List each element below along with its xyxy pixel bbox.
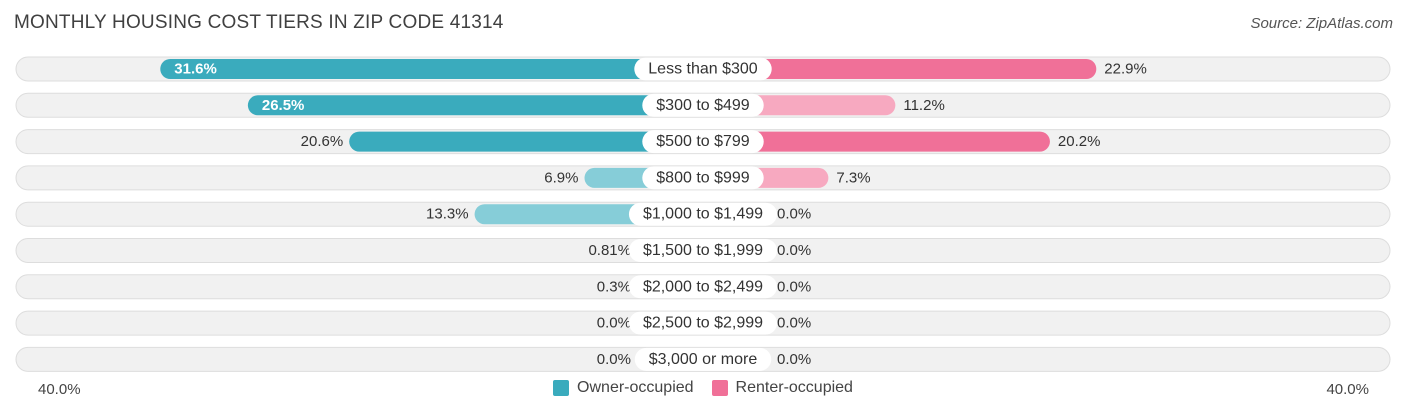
category-pill [634,347,772,371]
renter-value-label: 0.0% [777,242,811,259]
category-pill [634,57,772,81]
category-pill [642,130,764,154]
legend-renter-label: Renter-occupied [735,379,853,396]
renter-value-label: 11.2% [903,97,944,114]
category-pill [628,202,778,226]
renter-value-label: 0.0% [777,315,811,332]
axis-right-label: 40.0% [1326,381,1369,398]
category-label: $800 to $999 [656,169,750,186]
owner-bar [247,95,704,116]
owner-value-label: 0.81% [588,242,631,259]
legend: Owner-occupied Renter-occupied [0,379,1406,397]
renter-value-label: 0.0% [777,351,811,368]
renter-value-label: 0.0% [777,278,811,295]
renter-value-label: 22.9% [1104,61,1147,78]
category-pill [642,93,764,117]
legend-item-owner[interactable]: Owner-occupied [553,379,694,397]
category-label: $2,000 to $2,499 [643,278,763,295]
owner-swatch [553,380,570,396]
owner-value-label: 0.0% [597,315,631,332]
category-label: $1,500 to $1,999 [643,242,763,259]
owner-value-label: 0.0% [597,351,631,368]
renter-value-label: 7.3% [836,169,870,186]
axis-left-label: 40.0% [38,381,81,398]
owner-value-label: 0.3% [597,278,631,295]
category-pill [642,166,764,190]
owner-bar [349,131,703,152]
legend-item-renter[interactable]: Renter-occupied [711,379,853,397]
chart-canvas: 31.6% 22.9% Less than $300 26.5% 11.2% $300 t… [15,56,1391,372]
renter-value-label: 0.0% [777,206,811,223]
renter-value-label: 20.2% [1058,133,1101,150]
category-pill [628,239,778,262]
owner-bar [160,59,703,79]
source-note: Source: ZipAtlas.com [1250,15,1393,32]
renter-swatch [711,380,728,396]
category-pill [628,275,778,299]
category-label: $300 to $499 [656,97,750,114]
category-label: $1,000 to $1,499 [643,206,763,223]
owner-value-label: 20.6% [301,133,344,150]
owner-value-label: 6.9% [544,169,578,186]
owner-value-label: 13.3% [426,206,469,223]
owner-value-label: 31.6% [174,61,217,78]
legend-owner-label: Owner-occupied [577,379,694,396]
chart-title: MONTHLY HOUSING COST TIERS IN ZIP CODE 4… [14,12,504,33]
category-label: $500 to $799 [656,133,750,150]
renter-bar [703,59,1097,79]
category-label: Less than $300 [648,61,758,78]
owner-value-label: 26.5% [262,97,305,114]
category-label: $3,000 or more [649,351,758,368]
category-pill [628,311,778,335]
category-label: $2,500 to $2,999 [643,315,763,332]
renter-bar [703,131,1050,152]
